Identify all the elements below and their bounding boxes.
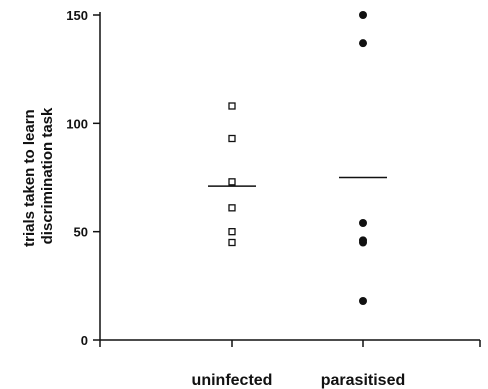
y-tick-label: 150 bbox=[66, 8, 88, 23]
data-point-parasitised bbox=[359, 219, 367, 227]
data-point-parasitised bbox=[359, 39, 367, 48]
median-lines bbox=[208, 176, 387, 187]
data-point-uninfected bbox=[228, 204, 236, 212]
data-point-uninfected bbox=[228, 134, 236, 143]
category-label-uninfected: uninfected bbox=[192, 372, 273, 389]
x-ticks bbox=[231, 340, 364, 347]
category-labels: uninfected parasitised bbox=[192, 372, 406, 389]
data-points bbox=[228, 11, 367, 305]
y-axis-title-line-1: trials taken to learn bbox=[21, 109, 38, 247]
data-point-uninfected bbox=[228, 102, 236, 110]
y-tick-label: 50 bbox=[74, 225, 88, 240]
category-label-parasitised: parasitised bbox=[321, 372, 405, 389]
y-axis-title-line-2: discrimination task bbox=[39, 107, 56, 244]
y-axis-title: trials taken to learn discrimination tas… bbox=[21, 105, 56, 247]
data-point-parasitised bbox=[359, 297, 367, 305]
data-point-uninfected bbox=[228, 238, 236, 247]
y-ticks: 0 50 100 150 bbox=[66, 8, 100, 348]
y-tick-label: 0 bbox=[81, 333, 88, 348]
data-point-parasitised bbox=[359, 238, 367, 247]
axes bbox=[99, 12, 481, 347]
data-point-parasitised bbox=[359, 11, 367, 19]
data-point-uninfected bbox=[228, 178, 236, 186]
data-point-uninfected bbox=[228, 228, 236, 236]
y-tick-label: 100 bbox=[66, 116, 88, 131]
